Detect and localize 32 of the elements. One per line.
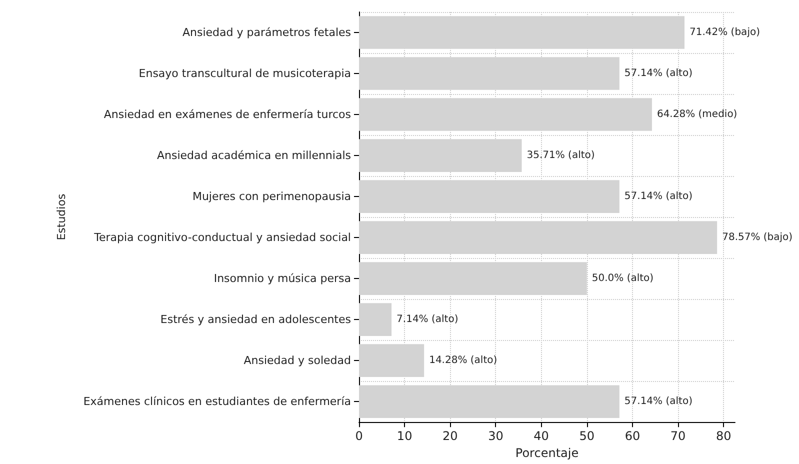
- x-axis-title: Porcentaje: [515, 446, 579, 460]
- x-tick-label: 0: [355, 429, 363, 444]
- data-label: 14.28% (alto): [429, 355, 498, 366]
- bar: [359, 303, 392, 336]
- data-label: 71.42% (bajo): [690, 27, 760, 38]
- y-tick-label: Ansiedad en exámenes de enfermería turcos: [104, 108, 352, 122]
- y-tick-label: Mujeres con perimenopausia: [192, 190, 351, 204]
- y-tick-label: Ensayo transcultural de musicoterapia: [138, 67, 351, 80]
- x-tick-label: 20: [442, 429, 458, 444]
- y-tick-label: Ansiedad académica en millennials: [156, 149, 352, 162]
- x-tick-label: 40: [534, 429, 549, 444]
- y-tick-label: Ansiedad y soledad: [244, 354, 351, 368]
- x-tick-label: 10: [396, 429, 412, 444]
- y-tick-label: Exámenes clínicos en estudiantes de enfermería: [83, 395, 351, 408]
- x-tick-label: 60: [624, 429, 640, 444]
- y-tick-label: Terapia cognitivo-conductual y ansiedad social: [93, 231, 351, 244]
- x-tick-label: 80: [716, 429, 732, 444]
- y-tick-label: Ansiedad y parámetros fetales: [182, 26, 352, 40]
- x-tick-label: 30: [488, 429, 504, 444]
- data-label: 78.57% (bajo): [722, 232, 793, 244]
- data-label: 50.0% (alto): [592, 273, 654, 284]
- x-tick-label: 50: [579, 429, 595, 444]
- y-tick-label: Insomnio y música persa: [214, 272, 351, 286]
- data-label: 7.14% (alto): [396, 314, 458, 326]
- data-label: 57.14% (alto): [624, 191, 693, 202]
- y-axis-title: Estudios: [55, 194, 68, 240]
- data-label: 57.14% (alto): [624, 396, 693, 408]
- data-label: 64.28% (medio): [656, 109, 738, 120]
- y-tick-label: Estrés y ansiedad en adolescentes: [160, 313, 352, 326]
- data-label: 35.71% (alto): [526, 150, 595, 162]
- data-label: 57.14% (alto): [624, 68, 693, 80]
- x-tick-label: 70: [670, 429, 686, 444]
